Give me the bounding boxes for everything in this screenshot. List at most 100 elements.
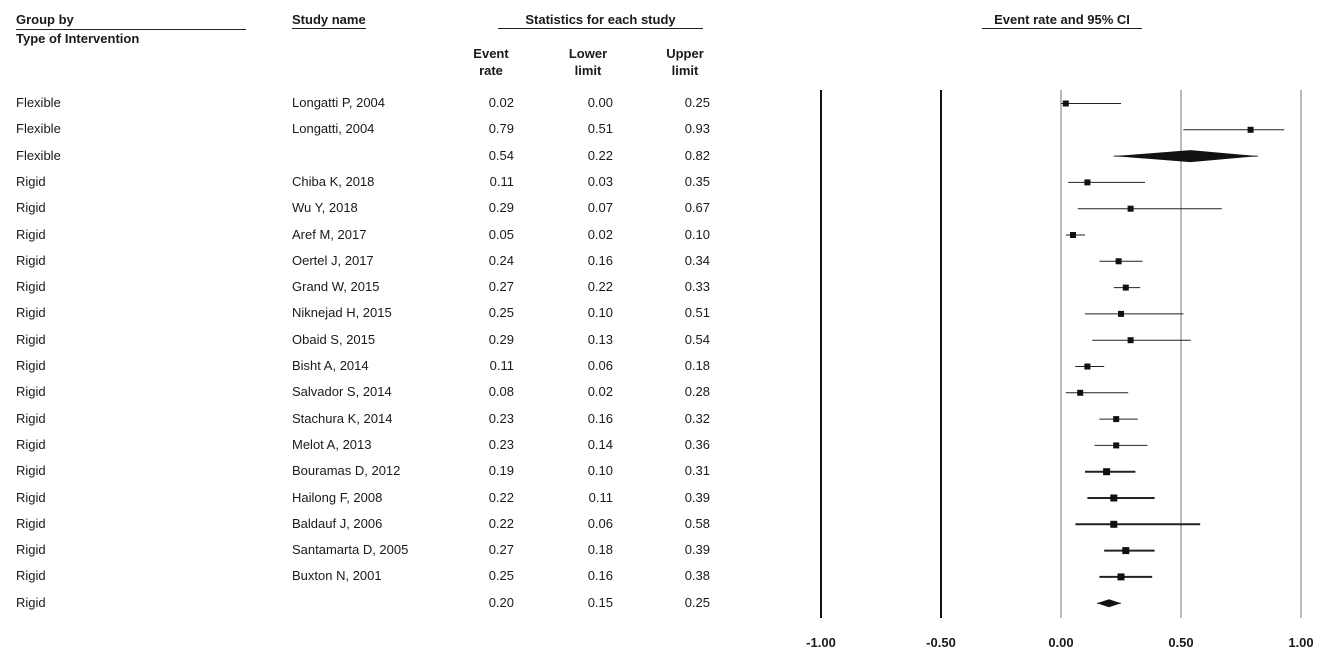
lower-limit-value: 0.07 <box>587 200 613 216</box>
point-estimate-square <box>1113 416 1120 423</box>
event-rate-value: 0.23 <box>488 410 514 426</box>
event-rate-value: 0.23 <box>488 436 514 452</box>
point-estimate-square <box>1115 258 1122 265</box>
lower-limit-value: 0.10 <box>587 305 613 321</box>
event-rate-value: 0.11 <box>489 358 514 373</box>
upper-limit-value: 0.51 <box>684 305 710 321</box>
point-estimate-square <box>1062 100 1069 107</box>
group-label: Rigid <box>16 568 46 584</box>
lower-limit-value: 0.22 <box>587 147 613 163</box>
lower-limit-value: 0.02 <box>587 226 613 242</box>
upper-limit-value: 0.93 <box>684 121 710 137</box>
lower-limit-value: 0.02 <box>587 384 613 400</box>
event-rate-value: 0.22 <box>488 515 514 531</box>
study-name: Santamarta D, 2005 <box>292 542 409 558</box>
lower-limit-value: 0.06 <box>587 515 613 531</box>
study-name-header: Study name <box>292 12 366 29</box>
study-name: Aref M, 2017 <box>292 226 367 242</box>
event-rate-value: 0.25 <box>488 305 514 321</box>
group-label: Rigid <box>16 594 46 610</box>
upper-limit-value: 0.82 <box>684 147 710 163</box>
upper-limit-column-header: Upper limit <box>666 46 704 78</box>
upper-limit-value: 0.32 <box>684 410 710 426</box>
event-rate-value: 0.79 <box>488 121 514 137</box>
lower-limit-value: 0.15 <box>587 594 613 610</box>
study-name: Bouramas D, 2012 <box>292 463 401 479</box>
group-label: Rigid <box>16 173 46 189</box>
lower-limit-column-header: Lower limit <box>568 46 608 78</box>
x-tick-label: 0.50 <box>1168 635 1193 650</box>
lower-limit-value: 0.18 <box>587 542 613 558</box>
point-estimate-square <box>1122 547 1130 555</box>
group-label: Rigid <box>16 226 46 242</box>
lower-limit-value: 0.06 <box>587 358 613 373</box>
event-rate-value: 0.19 <box>488 463 514 479</box>
group-label: Rigid <box>16 200 46 216</box>
study-name: Buxton N, 2001 <box>292 568 382 584</box>
point-estimate-square <box>1122 284 1129 291</box>
point-estimate-square <box>1084 363 1091 370</box>
group-label: Flexible <box>16 147 61 163</box>
x-tick-label: 0.00 <box>1048 635 1073 650</box>
type-of-intervention-header: Type of Intervention <box>16 31 140 46</box>
event-rate-value: 0.11 <box>489 173 514 189</box>
upper-limit-value: 0.67 <box>684 200 710 216</box>
group-label: Rigid <box>16 542 46 558</box>
point-estimate-square <box>1118 310 1124 317</box>
event-rate-value: 0.05 <box>488 226 514 242</box>
group-label: Rigid <box>16 384 46 400</box>
point-estimate-square <box>1110 494 1118 502</box>
summary-diamond <box>1113 150 1258 163</box>
study-name: Bisht A, 2014 <box>292 358 369 373</box>
lower-limit-value: 0.16 <box>587 252 613 268</box>
group-label: Rigid <box>16 515 46 531</box>
lower-limit-value: 0.13 <box>587 331 613 347</box>
lower-limit-value: 0.10 <box>587 463 613 479</box>
event-rate-value: 0.02 <box>488 95 514 110</box>
upper-limit-value: 0.10 <box>684 226 710 242</box>
group-label: Rigid <box>16 436 46 452</box>
group-by-header: Group by <box>16 12 74 27</box>
group-label: Rigid <box>16 331 46 347</box>
group-by-underline <box>16 29 246 30</box>
study-name: Longatti, 2004 <box>292 121 375 137</box>
group-label: Rigid <box>16 279 46 295</box>
event-rate-value: 0.54 <box>488 147 514 163</box>
study-name: Stachura K, 2014 <box>292 410 393 426</box>
upper-limit-value: 0.25 <box>684 95 710 110</box>
study-name: Salvador S, 2014 <box>292 384 392 400</box>
point-estimate-square <box>1110 520 1118 528</box>
event-rate-value: 0.27 <box>488 279 514 295</box>
event-rate-value: 0.27 <box>488 542 514 558</box>
x-tick-label: -0.50 <box>926 635 956 650</box>
statistics-header: Statistics for each study <box>498 12 703 29</box>
study-name: Baldauf J, 2006 <box>292 515 383 531</box>
study-name: Oertel J, 2017 <box>292 252 374 268</box>
x-tick-label: -1.00 <box>806 635 836 650</box>
group-label: Rigid <box>16 410 46 426</box>
lower-limit-value: 0.16 <box>587 568 613 584</box>
x-tick-label: 1.00 <box>1288 635 1313 650</box>
lower-limit-value: 0.14 <box>587 436 613 452</box>
lower-limit-value: 0.16 <box>587 410 613 426</box>
event-rate-value: 0.20 <box>488 594 514 610</box>
event-rate-value: 0.29 <box>488 200 514 216</box>
upper-limit-value: 0.18 <box>684 358 710 373</box>
lower-limit-value: 0.51 <box>587 121 613 137</box>
event-rate-value: 0.22 <box>488 489 514 505</box>
upper-limit-value: 0.35 <box>684 173 710 189</box>
group-label: Rigid <box>16 305 46 321</box>
group-label: Rigid <box>16 358 46 373</box>
group-label: Rigid <box>16 252 46 268</box>
study-name: Chiba K, 2018 <box>292 173 375 189</box>
event-rate-value: 0.29 <box>488 331 514 347</box>
upper-limit-value: 0.38 <box>684 568 710 584</box>
group-label: Flexible <box>16 95 61 110</box>
study-name: Longatti P, 2004 <box>292 95 386 110</box>
point-estimate-square <box>1247 126 1254 133</box>
upper-limit-value: 0.31 <box>684 463 710 479</box>
study-name: Grand W, 2015 <box>292 279 380 295</box>
point-estimate-square <box>1113 442 1120 449</box>
upper-limit-value: 0.58 <box>684 515 710 531</box>
